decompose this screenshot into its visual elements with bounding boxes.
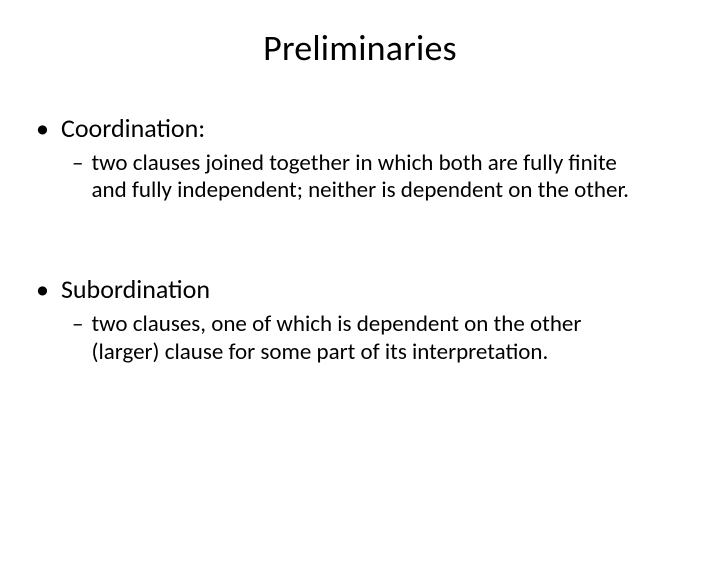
bullet-icon: •	[36, 115, 49, 141]
slide-title: Preliminaries	[0, 26, 720, 70]
list-item-label: Coordination:	[61, 114, 205, 144]
list-item: • Subordination	[36, 275, 684, 305]
list-subitem: – two clauses, one of which is dependent…	[72, 311, 684, 366]
spacer	[36, 241, 684, 275]
slide: Preliminaries • Coordination: – two clau…	[0, 26, 720, 566]
list-subitem-text: two clauses joined together in which bot…	[91, 150, 651, 205]
list-item-label: Subordination	[61, 275, 210, 305]
slide-content: • Coordination: – two clauses joined tog…	[0, 114, 720, 366]
bullet-icon: •	[36, 276, 49, 302]
dash-icon: –	[72, 311, 83, 339]
dash-icon: –	[72, 150, 83, 178]
list-item: • Coordination:	[36, 114, 684, 144]
list-subitem: – two clauses joined together in which b…	[72, 150, 684, 205]
list-subitem-text: two clauses, one of which is dependent o…	[91, 311, 651, 366]
